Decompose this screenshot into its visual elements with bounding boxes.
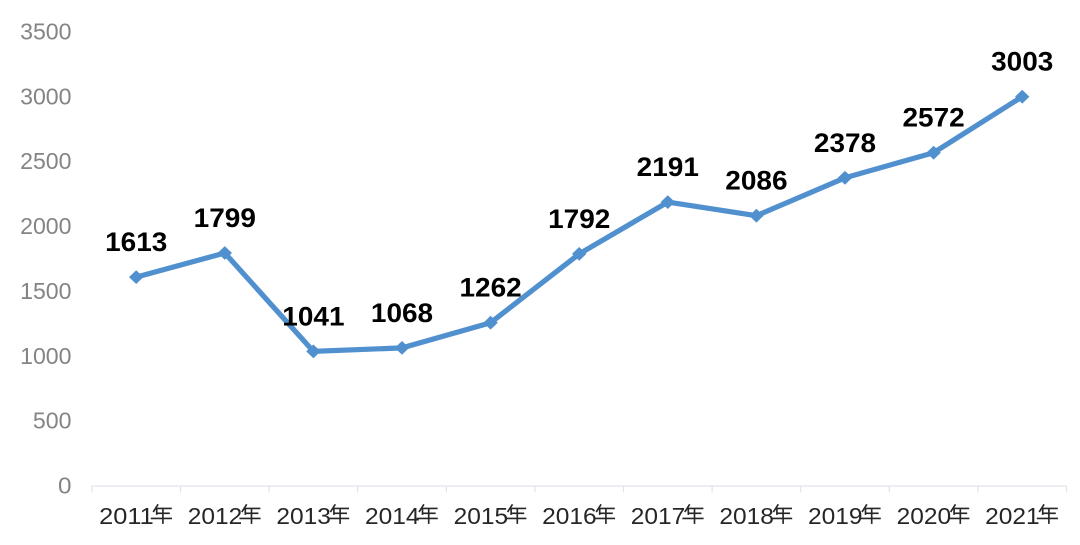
svg-text:2014: 2014 (365, 503, 420, 529)
svg-text:2013: 2013 (276, 503, 331, 529)
svg-text:2018: 2018 (719, 503, 774, 529)
svg-text:2378: 2378 (814, 128, 876, 158)
svg-text:2572: 2572 (903, 103, 965, 133)
svg-text:0: 0 (58, 473, 72, 499)
svg-text:2012: 2012 (188, 503, 243, 529)
svg-text:2191: 2191 (637, 152, 699, 182)
svg-text:500: 500 (33, 408, 72, 434)
svg-text:2086: 2086 (725, 166, 787, 196)
svg-text:1000: 1000 (20, 343, 71, 369)
svg-text:2016: 2016 (542, 503, 597, 529)
svg-text:2015: 2015 (454, 503, 509, 529)
svg-text:1041: 1041 (282, 301, 344, 331)
svg-text:2500: 2500 (20, 148, 71, 174)
svg-text:1262: 1262 (460, 273, 522, 303)
svg-text:1500: 1500 (20, 278, 71, 304)
svg-text:1799: 1799 (194, 203, 256, 233)
svg-text:1613: 1613 (105, 227, 167, 257)
svg-text:2021: 2021 (985, 503, 1040, 529)
svg-text:2019: 2019 (808, 503, 863, 529)
svg-text:2017: 2017 (631, 503, 686, 529)
svg-text:3000: 3000 (20, 83, 71, 109)
svg-text:2020: 2020 (897, 503, 952, 529)
svg-text:1792: 1792 (548, 204, 610, 234)
svg-text:3003: 3003 (991, 47, 1053, 77)
svg-text:1068: 1068 (371, 298, 433, 328)
svg-text:2000: 2000 (20, 213, 71, 239)
svg-text:2011: 2011 (99, 503, 154, 529)
svg-text:3500: 3500 (20, 18, 71, 44)
